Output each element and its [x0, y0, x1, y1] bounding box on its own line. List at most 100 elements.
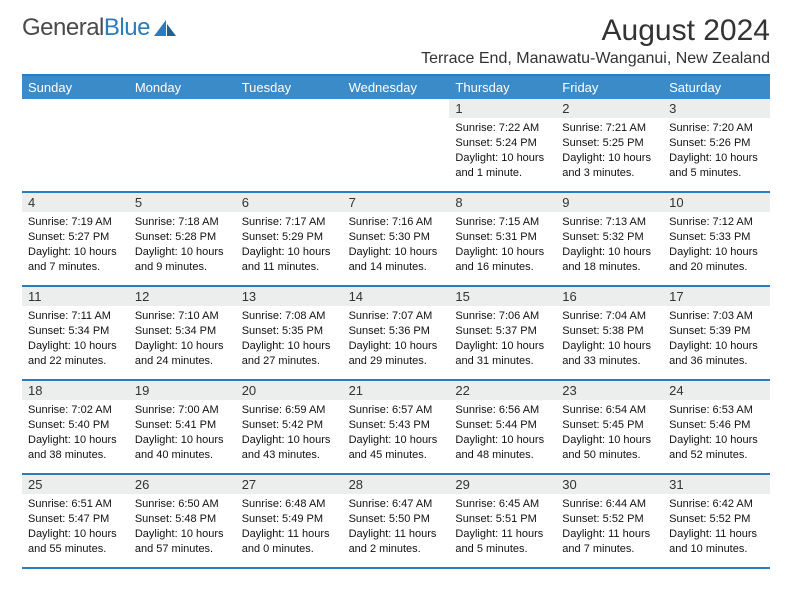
day-cell: 27Sunrise: 6:48 AMSunset: 5:49 PMDayligh…: [236, 475, 343, 567]
day-cell: 11Sunrise: 7:11 AMSunset: 5:34 PMDayligh…: [22, 287, 129, 379]
day-body: Sunrise: 7:10 AMSunset: 5:34 PMDaylight:…: [129, 306, 236, 372]
day-body: Sunrise: 7:22 AMSunset: 5:24 PMDaylight:…: [449, 118, 556, 184]
sunset-text: Sunset: 5:31 PM: [455, 230, 550, 245]
daylight-text: Daylight: 10 hours and 27 minutes.: [242, 339, 337, 369]
sunset-text: Sunset: 5:42 PM: [242, 418, 337, 433]
day-number: 13: [236, 287, 343, 306]
daylight-text: Daylight: 10 hours and 1 minute.: [455, 151, 550, 181]
day-body: Sunrise: 6:57 AMSunset: 5:43 PMDaylight:…: [343, 400, 450, 466]
sunrise-text: Sunrise: 6:54 AM: [562, 403, 657, 418]
day-cell: [236, 99, 343, 191]
day-body: Sunrise: 6:50 AMSunset: 5:48 PMDaylight:…: [129, 494, 236, 560]
sunset-text: Sunset: 5:29 PM: [242, 230, 337, 245]
daylight-text: Daylight: 11 hours and 10 minutes.: [669, 527, 764, 557]
sunset-text: Sunset: 5:32 PM: [562, 230, 657, 245]
brand-logo: GeneralBlue: [22, 14, 178, 42]
day-number: 19: [129, 381, 236, 400]
day-cell: [343, 99, 450, 191]
day-cell: [22, 99, 129, 191]
day-body: Sunrise: 7:21 AMSunset: 5:25 PMDaylight:…: [556, 118, 663, 184]
day-cell: 14Sunrise: 7:07 AMSunset: 5:36 PMDayligh…: [343, 287, 450, 379]
sunrise-text: Sunrise: 7:16 AM: [349, 215, 444, 230]
day-body: Sunrise: 6:48 AMSunset: 5:49 PMDaylight:…: [236, 494, 343, 560]
sunset-text: Sunset: 5:52 PM: [562, 512, 657, 527]
day-number: 3: [663, 99, 770, 118]
day-cell: 24Sunrise: 6:53 AMSunset: 5:46 PMDayligh…: [663, 381, 770, 473]
day-number: 23: [556, 381, 663, 400]
day-cell: 18Sunrise: 7:02 AMSunset: 5:40 PMDayligh…: [22, 381, 129, 473]
day-number: [22, 99, 129, 103]
daylight-text: Daylight: 10 hours and 33 minutes.: [562, 339, 657, 369]
day-cell: 30Sunrise: 6:44 AMSunset: 5:52 PMDayligh…: [556, 475, 663, 567]
sunrise-text: Sunrise: 6:42 AM: [669, 497, 764, 512]
sunrise-text: Sunrise: 7:18 AM: [135, 215, 230, 230]
day-body: Sunrise: 7:19 AMSunset: 5:27 PMDaylight:…: [22, 212, 129, 278]
day-cell: 7Sunrise: 7:16 AMSunset: 5:30 PMDaylight…: [343, 193, 450, 285]
title-block: August 2024 Terrace End, Manawatu-Wangan…: [421, 14, 770, 68]
sunset-text: Sunset: 5:26 PM: [669, 136, 764, 151]
sunset-text: Sunset: 5:39 PM: [669, 324, 764, 339]
day-number: 21: [343, 381, 450, 400]
day-cell: 8Sunrise: 7:15 AMSunset: 5:31 PMDaylight…: [449, 193, 556, 285]
day-body: Sunrise: 6:45 AMSunset: 5:51 PMDaylight:…: [449, 494, 556, 560]
daylight-text: Daylight: 10 hours and 11 minutes.: [242, 245, 337, 275]
sunset-text: Sunset: 5:44 PM: [455, 418, 550, 433]
brand-name-2: Blue: [104, 14, 150, 42]
day-body: Sunrise: 7:06 AMSunset: 5:37 PMDaylight:…: [449, 306, 556, 372]
week-row: 11Sunrise: 7:11 AMSunset: 5:34 PMDayligh…: [22, 287, 770, 381]
sunset-text: Sunset: 5:46 PM: [669, 418, 764, 433]
daylight-text: Daylight: 10 hours and 40 minutes.: [135, 433, 230, 463]
day-cell: 28Sunrise: 6:47 AMSunset: 5:50 PMDayligh…: [343, 475, 450, 567]
sunset-text: Sunset: 5:36 PM: [349, 324, 444, 339]
day-body: Sunrise: 7:08 AMSunset: 5:35 PMDaylight:…: [236, 306, 343, 372]
daylight-text: Daylight: 10 hours and 55 minutes.: [28, 527, 123, 557]
daylight-text: Daylight: 10 hours and 20 minutes.: [669, 245, 764, 275]
day-body: Sunrise: 7:00 AMSunset: 5:41 PMDaylight:…: [129, 400, 236, 466]
sunrise-text: Sunrise: 6:44 AM: [562, 497, 657, 512]
day-body: Sunrise: 7:04 AMSunset: 5:38 PMDaylight:…: [556, 306, 663, 372]
day-number: 15: [449, 287, 556, 306]
day-body: Sunrise: 7:18 AMSunset: 5:28 PMDaylight:…: [129, 212, 236, 278]
sunset-text: Sunset: 5:51 PM: [455, 512, 550, 527]
day-number: 24: [663, 381, 770, 400]
daylight-text: Daylight: 10 hours and 50 minutes.: [562, 433, 657, 463]
day-body: Sunrise: 6:47 AMSunset: 5:50 PMDaylight:…: [343, 494, 450, 560]
day-number: 2: [556, 99, 663, 118]
daylight-text: Daylight: 10 hours and 5 minutes.: [669, 151, 764, 181]
daylight-text: Daylight: 10 hours and 14 minutes.: [349, 245, 444, 275]
day-number: [236, 99, 343, 103]
day-number: 28: [343, 475, 450, 494]
week-row: 4Sunrise: 7:19 AMSunset: 5:27 PMDaylight…: [22, 193, 770, 287]
day-body: Sunrise: 7:13 AMSunset: 5:32 PMDaylight:…: [556, 212, 663, 278]
sunset-text: Sunset: 5:24 PM: [455, 136, 550, 151]
sunset-text: Sunset: 5:41 PM: [135, 418, 230, 433]
sunrise-text: Sunrise: 7:10 AM: [135, 309, 230, 324]
sunset-text: Sunset: 5:25 PM: [562, 136, 657, 151]
day-number: 29: [449, 475, 556, 494]
sunset-text: Sunset: 5:47 PM: [28, 512, 123, 527]
sunrise-text: Sunrise: 6:59 AM: [242, 403, 337, 418]
day-number: [343, 99, 450, 103]
sunrise-text: Sunrise: 6:51 AM: [28, 497, 123, 512]
day-cell: 2Sunrise: 7:21 AMSunset: 5:25 PMDaylight…: [556, 99, 663, 191]
day-number: 9: [556, 193, 663, 212]
page-header: GeneralBlue August 2024 Terrace End, Man…: [22, 14, 770, 68]
day-number: 14: [343, 287, 450, 306]
day-number: 8: [449, 193, 556, 212]
daylight-text: Daylight: 10 hours and 29 minutes.: [349, 339, 444, 369]
daylight-text: Daylight: 10 hours and 24 minutes.: [135, 339, 230, 369]
weekday-header-row: Sunday Monday Tuesday Wednesday Thursday…: [22, 76, 770, 99]
day-cell: 4Sunrise: 7:19 AMSunset: 5:27 PMDaylight…: [22, 193, 129, 285]
day-body: Sunrise: 7:17 AMSunset: 5:29 PMDaylight:…: [236, 212, 343, 278]
sail-icon: [152, 18, 178, 38]
day-body: Sunrise: 6:42 AMSunset: 5:52 PMDaylight:…: [663, 494, 770, 560]
day-number: 7: [343, 193, 450, 212]
day-number: 17: [663, 287, 770, 306]
daylight-text: Daylight: 10 hours and 22 minutes.: [28, 339, 123, 369]
day-body: Sunrise: 6:51 AMSunset: 5:47 PMDaylight:…: [22, 494, 129, 560]
day-cell: 5Sunrise: 7:18 AMSunset: 5:28 PMDaylight…: [129, 193, 236, 285]
daylight-text: Daylight: 11 hours and 5 minutes.: [455, 527, 550, 557]
day-number: 6: [236, 193, 343, 212]
sunset-text: Sunset: 5:45 PM: [562, 418, 657, 433]
day-body: Sunrise: 7:12 AMSunset: 5:33 PMDaylight:…: [663, 212, 770, 278]
